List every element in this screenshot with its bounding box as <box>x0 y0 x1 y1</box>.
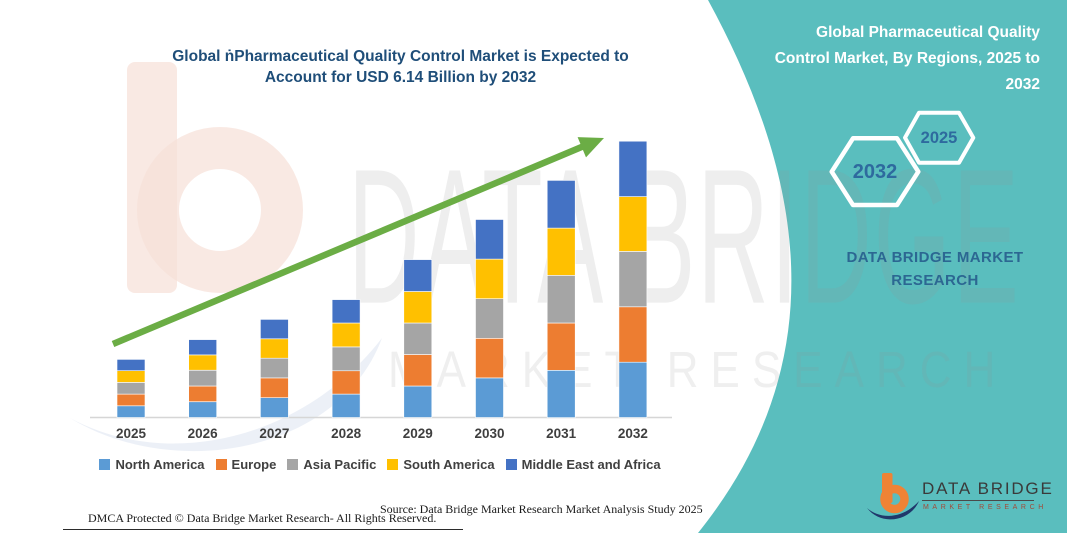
bar-segment-2031-middle-east-and-africa <box>546 180 576 229</box>
bar-segment-2029-south-america <box>403 291 433 324</box>
legend-swatch <box>287 459 299 470</box>
chart-title-line1: Global ṅPharmaceutical Quality Control M… <box>172 48 629 65</box>
bar-segment-2032-middle-east-and-africa <box>618 140 648 197</box>
bar-segment-2032-north-america <box>618 361 648 418</box>
legend-label: Middle East and Africa <box>521 457 661 472</box>
brand-caption-line2: RESEARCH <box>891 272 979 289</box>
legend-item-asia-pacific: Asia Pacific <box>287 457 376 472</box>
x-axis-label-2028: 2028 <box>331 426 362 441</box>
x-axis-label-2025: 2025 <box>115 426 147 441</box>
legend-swatch <box>387 459 399 470</box>
legend-label: Europe <box>231 457 277 472</box>
watermark-swoosh <box>70 338 382 452</box>
bar-segment-2025-middle-east-and-africa <box>116 359 146 371</box>
chart-legend: North America Europe Asia Pacific South Ame… <box>85 457 675 472</box>
teal-panel <box>698 0 1067 533</box>
side-panel-title-line3: 2032 <box>1005 76 1040 93</box>
legend-label: North America <box>115 457 205 472</box>
watermark-b-bowl <box>137 127 303 293</box>
brand-caption: DATA BRIDGE MARKET RESEARCH <box>828 246 1042 292</box>
bar-segment-2030-europe <box>475 337 504 379</box>
legend-swatch <box>99 459 111 470</box>
trend-arrow-line <box>111 143 586 347</box>
logo-d-swoosh <box>867 501 919 520</box>
x-axis-label-2032: 2032 <box>617 426 648 441</box>
bar-segment-2030-south-america <box>475 258 504 300</box>
hexagon-2025 <box>903 110 976 165</box>
side-panel-title-line1: Global Pharmaceutical Quality <box>816 24 1040 41</box>
legend-label: South America <box>403 457 495 472</box>
chart-title: Global ṅPharmaceutical Quality Control M… <box>118 46 683 88</box>
bar-segment-2027-middle-east-and-africa <box>260 319 289 340</box>
bar-segment-2031-south-america <box>546 227 576 276</box>
legend-item-europe: Europe <box>215 457 277 472</box>
chart-title-line2: Account for USD 6.14 Billion by 2032 <box>264 69 537 86</box>
logo-b-bowl <box>880 484 909 514</box>
bar-segment-2031-europe <box>546 322 576 371</box>
logo-wordmark: DATA BRIDGE <box>922 479 1054 498</box>
bar-segment-2029-asia-pacific <box>403 322 433 355</box>
bars-group <box>116 140 648 418</box>
hexagon-2032 <box>829 136 921 208</box>
legend-swatch <box>215 459 227 470</box>
x-axis-label-2031: 2031 <box>546 426 577 441</box>
side-panel-title: Global Pharmaceutical Quality Control Ma… <box>735 20 1040 98</box>
legend-item-north-america: North America <box>99 457 205 472</box>
bar-segment-2030-north-america <box>475 377 504 418</box>
bar-segment-2029-middle-east-and-africa <box>403 259 433 292</box>
bar-segment-2031-north-america <box>546 369 576 418</box>
legend-item-south-america: South America <box>387 457 495 472</box>
legend-label: Asia Pacific <box>303 457 377 472</box>
legend-item-middle-east-and-africa: Middle East and Africa <box>505 457 661 472</box>
brand-caption-line1: DATA BRIDGE MARKET <box>846 249 1024 266</box>
dmca-notice: DMCA Protected © Data Bridge Market Rese… <box>88 511 437 525</box>
watermark-brand-text: DATA BRIDGE <box>348 128 1021 344</box>
x-axis-label-2026: 2026 <box>187 426 218 441</box>
legend-swatch <box>505 459 517 470</box>
x-axis-label-2027: 2027 <box>259 426 290 441</box>
bar-segment-2026-middle-east-and-africa <box>188 339 217 356</box>
hexagon-2032-label: 2032 <box>852 161 898 183</box>
trend-arrow-head <box>577 137 604 158</box>
side-panel-title-line2: Control Market, By Regions, 2025 to <box>774 50 1040 67</box>
logo-divider-line <box>922 500 1034 501</box>
bar-segment-2030-middle-east-and-africa <box>475 219 504 260</box>
logo-subtext: MARKET RESEARCH <box>923 504 1047 511</box>
bar-segment-2032-south-america <box>618 196 648 252</box>
x-axis-label-2030: 2030 <box>474 426 505 441</box>
hexagon-2025-label: 2025 <box>920 129 958 147</box>
bar-segment-2031-asia-pacific <box>546 274 576 324</box>
x-axis-label-2029: 2029 <box>402 426 433 441</box>
source-note: Source: Data Bridge Market Research Mark… <box>380 502 703 516</box>
footer-divider-line <box>63 529 463 530</box>
bar-segment-2028-middle-east-and-africa <box>331 299 361 324</box>
databridge-logo-icon <box>867 473 919 520</box>
